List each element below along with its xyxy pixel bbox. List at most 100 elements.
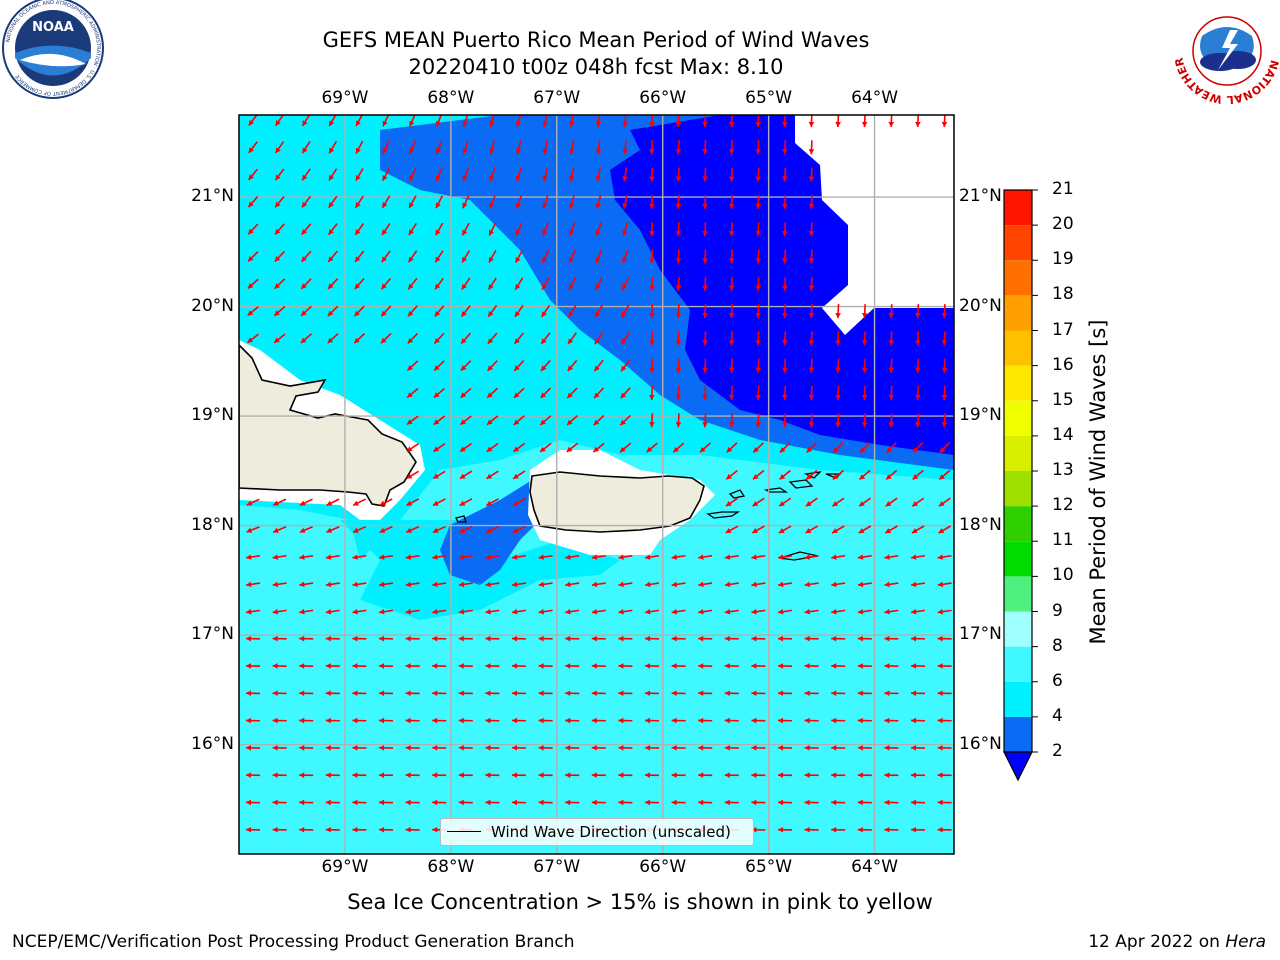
wind-wave-arrow — [937, 581, 952, 588]
wind-wave-arrow — [857, 554, 872, 560]
lat-tick-label-left: 21°N — [191, 186, 234, 207]
wind-wave-arrow — [835, 358, 841, 373]
wind-wave-arrow — [378, 826, 394, 833]
wind-wave-arrow — [594, 304, 604, 318]
wind-wave-arrow — [247, 196, 259, 208]
footer-date-text: 12 Apr 2022 on — [1088, 932, 1226, 952]
wind-wave-arrow — [857, 581, 872, 588]
wind-wave-arrow — [432, 498, 446, 507]
wind-wave-arrow — [299, 635, 314, 642]
wind-wave-arrow — [915, 331, 921, 346]
wind-wave-arrow — [408, 167, 417, 182]
wind-wave-arrow — [378, 772, 394, 778]
wind-wave-arrow — [245, 663, 261, 669]
nws-logo: NATIONAL WEATHER SERVICE — [1172, 0, 1280, 106]
wind-wave-arrow — [858, 497, 871, 507]
wind-wave-arrow — [432, 635, 447, 642]
wind-wave-arrow — [328, 140, 338, 154]
wind-wave-arrow — [405, 690, 420, 697]
colorbar-tick-label: 19 — [1052, 249, 1074, 270]
wind-wave-arrow — [432, 581, 447, 588]
wind-wave-arrow — [593, 387, 605, 399]
wind-wave-arrow — [938, 469, 951, 481]
colorbar-segment — [1004, 506, 1032, 542]
wind-wave-arrow — [888, 385, 895, 401]
wind-wave-arrow — [910, 717, 926, 724]
wind-wave-arrow — [804, 772, 819, 778]
wind-wave-arrow — [245, 554, 261, 560]
wind-wave-arrow — [489, 140, 496, 155]
wind-wave-arrow — [831, 745, 846, 751]
colorbar-tick-label: 4 — [1052, 705, 1063, 726]
wind-wave-arrow — [432, 772, 447, 778]
wind-wave-arrow — [858, 469, 871, 481]
wind-wave-arrow — [591, 554, 606, 560]
wind-wave-arrow — [485, 498, 499, 507]
wind-wave-arrow — [937, 635, 952, 642]
wind-wave-arrow — [671, 635, 686, 642]
wind-wave-arrow — [485, 663, 500, 669]
wind-wave-arrow — [649, 167, 655, 182]
wind-wave-arrow — [777, 745, 793, 751]
wind-wave-arrow — [884, 525, 898, 534]
wind-wave-arrow — [378, 717, 394, 724]
wind-wave-arrow — [485, 690, 500, 697]
wind-wave-arrow — [649, 140, 655, 155]
wind-wave-arrow — [272, 799, 287, 806]
wind-wave-arrow — [857, 799, 872, 806]
wind-wave-arrow — [861, 331, 868, 346]
wind-wave-arrow — [299, 690, 314, 697]
wind-wave-arrow — [755, 222, 762, 237]
wind-wave-arrow — [541, 249, 550, 264]
wind-wave-arrow — [354, 250, 365, 263]
wind-wave-arrow — [698, 581, 713, 588]
wind-wave-arrow — [325, 826, 340, 833]
wind-wave-arrow — [806, 442, 818, 454]
wind-wave-arrow — [301, 168, 311, 181]
wind-wave-arrow — [910, 554, 926, 560]
wind-wave-arrow — [434, 222, 444, 236]
wind-wave-arrow — [804, 554, 819, 560]
wind-wave-arrow — [938, 525, 952, 534]
wind-wave-arrow — [245, 635, 261, 642]
footer-host: Hera — [1225, 932, 1266, 952]
wind-wave-arrow — [675, 222, 682, 237]
wind-wave-arrow — [485, 772, 500, 778]
wind-wave-arrow — [752, 469, 765, 480]
wind-wave-arrow — [461, 222, 470, 236]
wind-wave-arrow — [831, 799, 846, 806]
wind-wave-arrow — [591, 799, 606, 806]
wind-wave-arrow — [884, 690, 899, 697]
wind-wave-arrow — [248, 141, 258, 154]
wind-wave-arrow — [804, 717, 819, 724]
wind-wave-arrow — [458, 772, 473, 778]
wind-wave-arrow — [644, 690, 660, 697]
wind-wave-arrow — [405, 772, 420, 778]
wind-wave-arrow — [808, 413, 815, 428]
wind-wave-arrow — [458, 717, 473, 724]
wind-wave-arrow — [352, 690, 367, 697]
wind-wave-arrow — [458, 690, 473, 697]
wind-wave-arrow — [702, 167, 708, 182]
wind-wave-arrow — [832, 469, 845, 481]
wind-wave-arrow — [488, 195, 496, 209]
wind-wave-arrow — [458, 635, 473, 642]
wind-wave-arrow — [272, 772, 287, 778]
wind-wave-arrow — [857, 690, 872, 697]
wind-wave-arrow — [777, 635, 793, 642]
wind-wave-arrow — [621, 277, 630, 291]
wind-wave-arrow — [671, 663, 686, 669]
wind-wave-arrow — [355, 168, 364, 182]
wind-wave-arrow — [937, 554, 952, 560]
wind-wave-arrow — [542, 140, 548, 155]
wind-wave-arrow — [378, 745, 394, 751]
wind-wave-arrow — [352, 525, 367, 534]
wind-wave-arrow — [405, 554, 420, 560]
wind-wave-arrow — [699, 442, 711, 453]
wind-wave-arrow — [300, 333, 313, 344]
wind-wave-arrow — [432, 470, 446, 480]
wind-wave-arrow — [724, 799, 739, 806]
wind-wave-arrow — [698, 663, 713, 669]
wind-wave-arrow — [671, 772, 686, 778]
wind-wave-arrow — [808, 194, 815, 209]
